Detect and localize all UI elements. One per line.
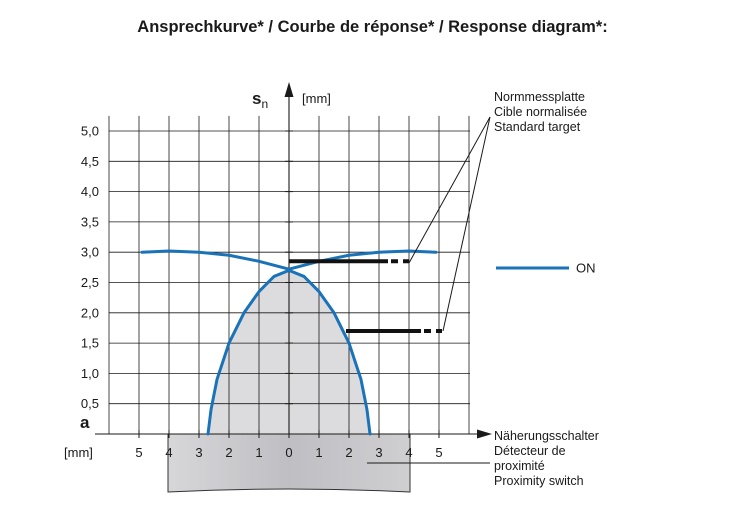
y-tick-label: 4,0 xyxy=(81,184,99,199)
y-axis-subscript: n xyxy=(261,97,268,111)
y-tick-label: 2,0 xyxy=(81,305,99,320)
x-tick-label: 0 xyxy=(285,445,292,460)
x-tick-label: 1 xyxy=(255,445,262,460)
x-tick-label: 1 xyxy=(315,445,322,460)
y-tick-label: 3,5 xyxy=(81,214,99,229)
y-tick-label: 5,0 xyxy=(81,124,99,139)
target-annotation-line: Standard target xyxy=(494,120,581,134)
y-tick-label: 1,0 xyxy=(81,366,99,381)
proximity-switch-body xyxy=(167,433,411,493)
x-axis-symbol: a xyxy=(80,413,90,432)
x-tick-label: 4 xyxy=(405,445,412,460)
target-annotation-line: Cible normalisée xyxy=(494,105,587,119)
x-axis-unit: [mm] xyxy=(64,445,93,460)
y-tick-label: 0,5 xyxy=(81,396,99,411)
sensor-annotation-line: Näherungsschalter xyxy=(494,429,599,443)
target-annotation-line: Normmessplatte xyxy=(494,90,585,104)
x-tick-label: 4 xyxy=(165,445,172,460)
x-tick-label: 5 xyxy=(135,445,142,460)
x-tick-label: 3 xyxy=(195,445,202,460)
y-tick-label: 2,5 xyxy=(81,275,99,290)
x-tick-label: 3 xyxy=(375,445,382,460)
y-axis-arrow xyxy=(284,82,294,97)
target-leader-line-2 xyxy=(442,116,491,332)
y-tick-label: 1,5 xyxy=(81,336,99,351)
y-axis-unit: [mm] xyxy=(302,91,331,106)
x-tick-label: 5 xyxy=(435,445,442,460)
x-axis-arrow xyxy=(477,429,492,439)
sensor-annotation-line: Proximity switch xyxy=(494,474,584,488)
response-curve-outer xyxy=(140,249,438,271)
legend-label-on: ON xyxy=(576,261,596,276)
sensor-annotation-line: proximité xyxy=(494,459,545,473)
y-axis-symbol: sn xyxy=(252,89,268,111)
chart-title: Ansprechkurve* / Courbe de réponse* / Re… xyxy=(137,18,608,36)
x-tick-label: 2 xyxy=(225,445,232,460)
y-tick-label: 3,0 xyxy=(81,245,99,260)
y-tick-label: 4,5 xyxy=(81,154,99,169)
target-leader-line-1 xyxy=(408,116,491,264)
x-tick-label: 2 xyxy=(345,445,352,460)
sensor-annotation-line: Détecteur de xyxy=(494,444,566,458)
